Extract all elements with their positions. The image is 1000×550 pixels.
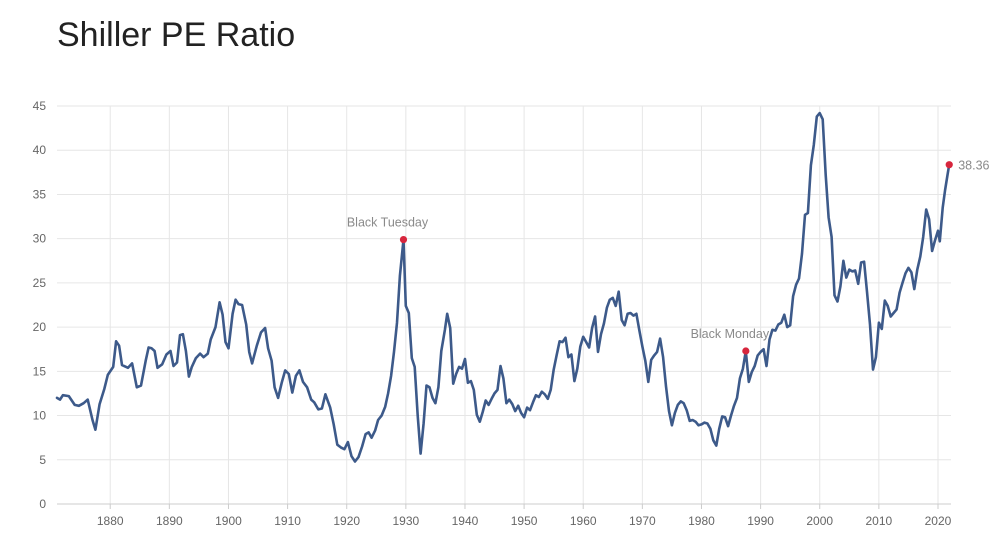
x-tick-label: 1980 bbox=[688, 514, 715, 528]
y-tick-label: 30 bbox=[33, 232, 47, 246]
y-tick-label: 10 bbox=[33, 409, 47, 423]
y-tick-label: 40 bbox=[33, 143, 47, 157]
grid-lines bbox=[57, 105, 951, 504]
x-tick-label: 2020 bbox=[925, 514, 952, 528]
y-tick-label: 15 bbox=[33, 364, 47, 378]
x-tick-label: 1900 bbox=[215, 514, 242, 528]
x-tick-label: 1940 bbox=[452, 514, 479, 528]
x-tick-label: 1960 bbox=[570, 514, 597, 528]
y-tick-label: 25 bbox=[33, 276, 47, 290]
x-tick-label: 1950 bbox=[511, 514, 538, 528]
annotation-markers bbox=[399, 161, 953, 355]
y-tick-label: 5 bbox=[39, 453, 46, 467]
annotation-labels: Black Tuesday Black Monday 38.36 bbox=[347, 159, 990, 341]
annotation-label: 38.36 bbox=[958, 159, 989, 173]
x-tick-label: 1990 bbox=[747, 514, 774, 528]
annotation-label: Black Tuesday bbox=[347, 216, 429, 230]
annotation-marker bbox=[742, 347, 750, 355]
y-tick-label: 45 bbox=[33, 99, 47, 113]
x-tick-label: 2010 bbox=[866, 514, 893, 528]
x-tick-label: 2000 bbox=[806, 514, 833, 528]
x-tick-label: 1970 bbox=[629, 514, 656, 528]
annotation-marker bbox=[399, 235, 408, 244]
x-tick-label: 1920 bbox=[333, 514, 360, 528]
series-layer bbox=[55, 111, 951, 463]
y-tick-label: 20 bbox=[33, 320, 47, 334]
y-tick-label: 0 bbox=[39, 497, 46, 511]
x-tick-label: 1880 bbox=[97, 514, 124, 528]
x-tick-label: 1930 bbox=[392, 514, 419, 528]
annotation-label: Black Monday bbox=[691, 327, 770, 341]
chart-title: Shiller PE Ratio bbox=[57, 16, 296, 54]
y-tick-label: 35 bbox=[33, 187, 47, 201]
x-tick-label: 1910 bbox=[274, 514, 301, 528]
x-tick-label: 1890 bbox=[156, 514, 183, 528]
annotation-marker bbox=[945, 161, 953, 169]
shiller-pe-line bbox=[55, 111, 951, 463]
axes: 0 5 10 15 20 25 30 35 40 45 1880 1890 1900 1910 1920 19… bbox=[33, 99, 952, 528]
